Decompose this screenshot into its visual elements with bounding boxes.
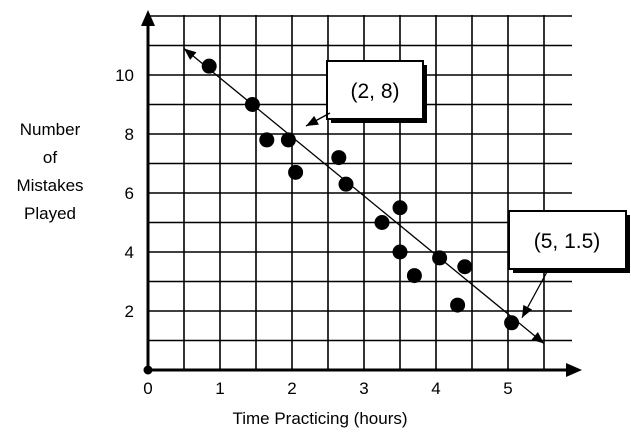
y-tick-label: 2: [125, 302, 134, 321]
data-point: [392, 244, 408, 260]
data-point: [280, 132, 296, 148]
x-tick-label: 5: [503, 379, 512, 398]
annotations: (2, 8) (5, 1.5): [305, 60, 630, 319]
grid: [148, 15, 572, 370]
annotation-pointer-arrow: [306, 115, 319, 126]
trend-arrow-end: [531, 331, 544, 344]
origin-dot: [143, 365, 153, 375]
x-axis-title: Time Practicing (hours): [232, 409, 407, 428]
annotation-box: [326, 60, 424, 120]
y-tick-label: 4: [125, 243, 134, 262]
y-tick-label: 8: [125, 125, 134, 144]
annotation-label: (2, 8): [350, 80, 399, 103]
data-point: [374, 215, 390, 230]
x-tick-label: 2: [287, 379, 296, 398]
y-axis-title: Number of Mistakes Played: [16, 120, 83, 223]
data-point: [244, 97, 260, 112]
x-tick-label: 1: [215, 379, 224, 398]
x-tick-label: 0: [143, 379, 152, 398]
data-points: [201, 58, 520, 331]
data-point: [392, 200, 408, 216]
annotation-label: (5, 1.5): [534, 230, 601, 253]
data-point: [338, 176, 354, 192]
y-axis-arrow: [141, 10, 155, 26]
data-point: [331, 150, 347, 166]
annotation-pointer-arrow: [522, 304, 533, 318]
data-point: [201, 58, 217, 74]
data-point: [450, 297, 466, 313]
line-of-best-fit: [183, 47, 545, 344]
trend-arrow-start: [184, 48, 197, 60]
data-point: [288, 164, 304, 180]
data-point: [406, 268, 422, 284]
x-tick-label: 3: [359, 379, 368, 398]
y-axis-title-line-4: Played: [24, 204, 76, 223]
axes: [141, 10, 582, 377]
annotation-callout: (2, 8): [305, 60, 427, 127]
y-axis-title-line-3: Mistakes: [16, 176, 83, 195]
data-point: [504, 315, 520, 331]
y-tick-label: 6: [125, 184, 134, 203]
data-point: [259, 132, 275, 148]
annotation-callout: (5, 1.5): [508, 210, 630, 319]
x-axis-arrow: [566, 363, 582, 377]
trend-line: [183, 47, 545, 344]
x-tick-labels: 0 1 2 3 4 5: [143, 379, 512, 398]
y-tick-labels: 2 4 6 8 10: [115, 66, 134, 321]
y-tick-label: 10: [115, 66, 134, 85]
y-axis-title-line-2: of: [43, 148, 57, 167]
data-point: [432, 250, 448, 266]
data-point: [457, 259, 473, 275]
x-tick-label: 4: [431, 379, 440, 398]
annotation-box: [508, 210, 627, 270]
y-axis-title-line-1: Number: [20, 120, 81, 139]
